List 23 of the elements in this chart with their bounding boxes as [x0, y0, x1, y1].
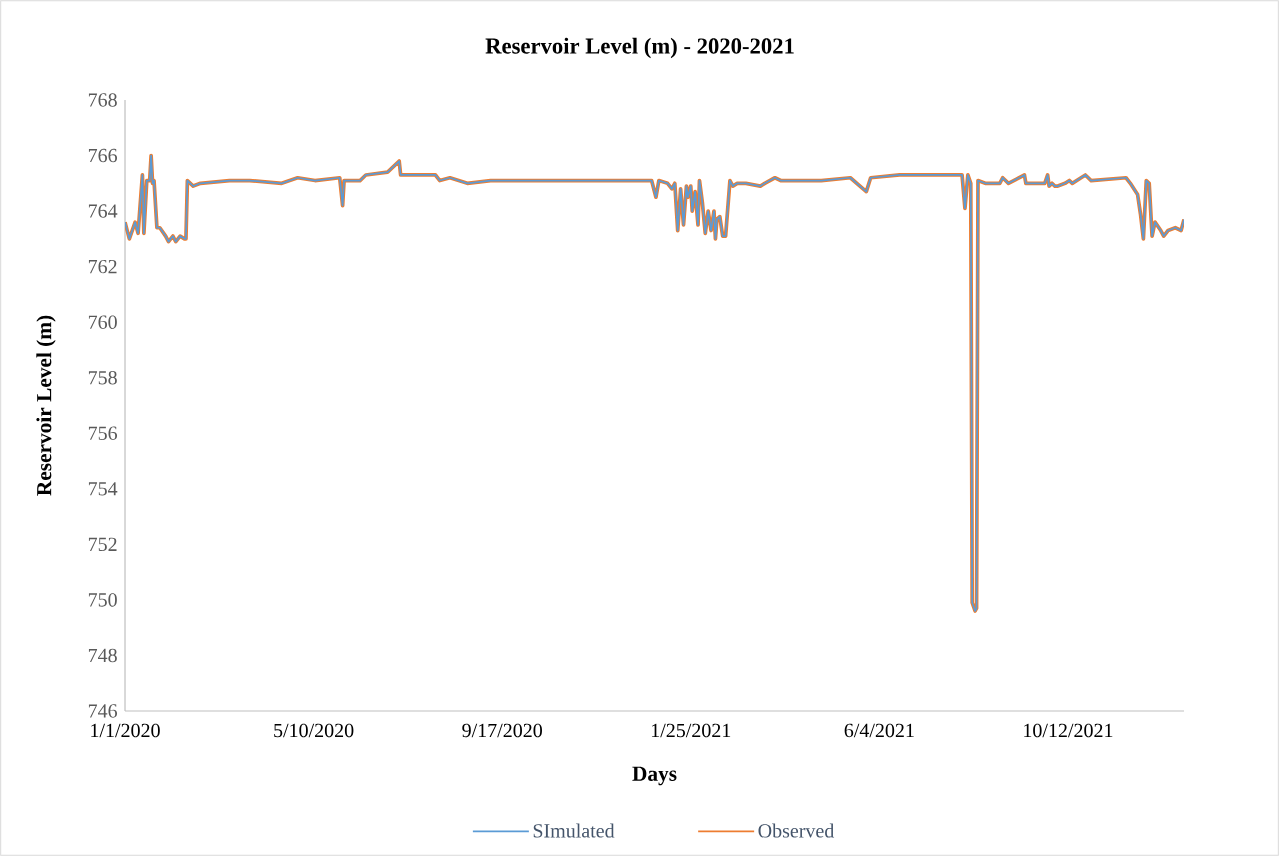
legend-label: Observed	[758, 823, 835, 838]
y-tick-label: 754	[88, 482, 118, 496]
x-tick-label: 9/17/2020	[462, 723, 542, 738]
y-tick-label: 768	[88, 93, 117, 107]
y-tick-label: 760	[88, 315, 117, 329]
y-tick-label: 750	[88, 593, 117, 607]
y-tick-label: 764	[88, 204, 118, 218]
chart-title: Reservoir Level (m) - 2020-2021	[485, 37, 794, 59]
y-tick-label: 766	[88, 148, 118, 163]
x-axis-title: Days	[632, 766, 677, 786]
legend-label: SImulated	[533, 823, 615, 838]
x-tick-label: 10/12/2021	[1024, 723, 1113, 738]
y-tick-label: 762	[88, 259, 117, 274]
y-tick-label: 752	[88, 537, 117, 552]
y-tick-label: 746	[88, 704, 118, 718]
y-axis-title: Reservoir Level (m)	[36, 315, 56, 496]
x-tick-label: 5/10/2020	[274, 723, 354, 738]
y-tick-label: 756	[88, 426, 118, 440]
x-tick-label: 1/1/2020	[91, 723, 160, 738]
y-tick-label: 748	[88, 648, 117, 663]
y-tick-label: 758	[88, 370, 117, 385]
x-tick-label: 6/4/2021	[844, 723, 914, 738]
x-tick-label: 1/25/2021	[651, 723, 731, 738]
